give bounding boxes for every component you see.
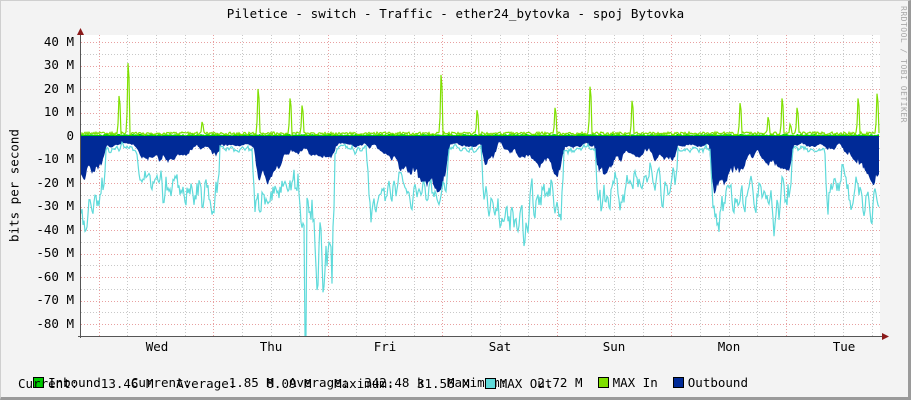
legend-inbound: Inbound <box>33 375 101 390</box>
outbound-current: 13.46 M <box>100 376 154 391</box>
max-in-swatch-icon <box>597 377 609 388</box>
outbound-maximum: 31.56 M <box>416 376 470 391</box>
legend-row-1: Inbound Current: 1.85 M Average: 342.48 … <box>18 362 748 390</box>
y-tick: -70 M <box>36 292 74 307</box>
data-series <box>80 63 880 337</box>
inbound-average: 342.48 k <box>364 375 425 390</box>
y-axis-arrow-icon <box>77 28 84 35</box>
y-tick: 30 M <box>43 57 74 72</box>
inbound-swatch-icon <box>33 377 45 388</box>
x-tick: Sat <box>488 339 512 354</box>
x-tick: Fri <box>373 339 397 354</box>
x-tick: Mon <box>717 339 741 354</box>
legend-outbound: Outbound <box>672 375 748 390</box>
y-tick: 0 <box>66 128 74 143</box>
max-in-line <box>80 63 880 137</box>
y-tick: -10 M <box>36 151 74 166</box>
legend-max-out: MAX Out <box>484 376 552 391</box>
y-tick: -20 M <box>36 175 74 190</box>
chart-title: Piletice - switch - Traffic - ether24_by… <box>226 6 685 21</box>
y-tick: 20 M <box>43 81 74 96</box>
max-out-swatch-icon <box>484 378 496 389</box>
max-out-line <box>80 141 880 337</box>
x-tick: Wed <box>145 339 169 354</box>
x-tick: Tue <box>832 339 856 354</box>
x-tick: Thu <box>259 339 283 354</box>
rrdtool-watermark: RRDTOOL / TOBI OETIKER <box>899 6 908 123</box>
outbound-area <box>81 136 879 194</box>
y-tick: -40 M <box>36 222 74 237</box>
y-tick: -50 M <box>36 245 74 260</box>
legend-row-2: Current: 13.46 M Average: 8.09 M Maximum… <box>18 376 553 391</box>
outbound-average: 8.09 M <box>266 376 312 391</box>
outbound-swatch-icon <box>672 377 684 388</box>
inbound-current: 1.85 M <box>228 375 274 390</box>
inbound-maximum: 2.72 M <box>537 375 583 390</box>
y-tick: 10 M <box>43 104 74 119</box>
y-tick: -80 M <box>36 316 74 331</box>
y-tick: 40 M <box>43 34 74 49</box>
legend-max-in: MAX In <box>597 375 658 390</box>
y-tick: -60 M <box>36 269 74 284</box>
y-tick: -30 M <box>36 198 74 213</box>
plot-background <box>81 35 880 337</box>
x-axis-arrow-icon <box>882 333 889 340</box>
x-tick: Sun <box>602 339 626 354</box>
